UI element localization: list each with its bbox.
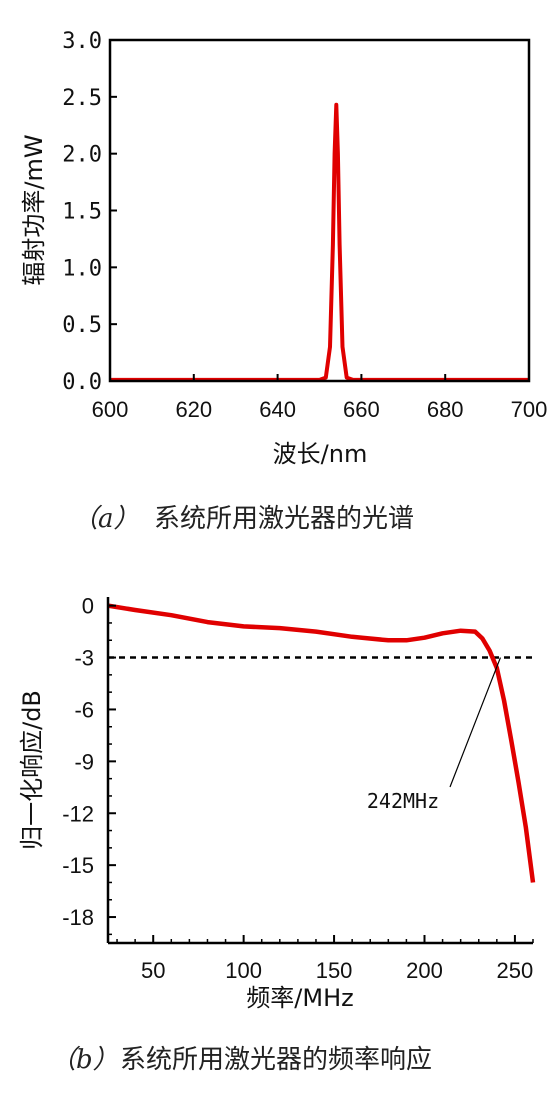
panel-b-x-axis-label: 频率/MHz xyxy=(246,984,353,1012)
panel-b-y-axis-label: 归一化响应/dB xyxy=(18,690,46,850)
panel-b-y-tick-label: -9 xyxy=(74,749,94,774)
annotation-leader-line xyxy=(449,657,502,788)
panel-b-x-tick-label: 50 xyxy=(141,958,165,983)
panel-a-x-axis-label: 波长/nm xyxy=(273,440,368,468)
panel-a-y-tick-label: 1.5 xyxy=(62,200,102,225)
panel-a-x-tick-label: 660 xyxy=(343,397,380,422)
panel-a-caption-label: （a） xyxy=(72,504,140,534)
spectrum-series-line xyxy=(110,102,529,382)
panel-b-y-tick-label: -6 xyxy=(74,697,94,722)
panel-a-y-tick-label: 1.0 xyxy=(62,256,102,281)
panel-b-x-tick-label: 150 xyxy=(316,958,353,983)
panel-a-x-tick-label: 700 xyxy=(511,397,548,422)
panel-b-y-tick-label: -15 xyxy=(62,853,94,878)
cutoff-frequency-annotation: 242MHz xyxy=(367,789,439,813)
panel-a-x-tick-label: 600 xyxy=(92,397,129,422)
panel-b-caption-label: （b） xyxy=(50,1045,119,1075)
panel-b-y-tick-label: -18 xyxy=(62,905,94,930)
panel-b-y-tick-label: -3 xyxy=(74,646,94,671)
panel-a-y-tick-label: 0.0 xyxy=(62,370,102,395)
panel-a-x-tick-label: 640 xyxy=(259,397,296,422)
panel-a-x-tick-label: 680 xyxy=(427,397,464,422)
panel-a-x-tick-label: 620 xyxy=(175,397,212,422)
panel-a-caption-text: 系统所用激光器的光谱 xyxy=(154,504,414,534)
frequency-response-series-line xyxy=(107,603,536,883)
panel-b-frequency-response: 242MHz 50 100 150 200 250 0 -3 -6 -9 -12 -15 -18 频… xyxy=(18,594,536,1075)
panel-a-y-tick-label: 3.0 xyxy=(62,29,102,54)
panel-b-caption-text: 系统所用激光器的频率响应 xyxy=(120,1045,432,1075)
panel-b-x-tick-label: 200 xyxy=(406,958,443,983)
panel-a-plot-frame xyxy=(108,38,531,383)
panel-b-y-tick-label: 0 xyxy=(82,594,94,619)
panel-b-x-tick-label: 250 xyxy=(497,958,534,983)
panel-a-y-tick-label: 2.0 xyxy=(62,143,102,168)
panel-b-y-tick-label: -12 xyxy=(62,801,94,826)
panel-b-x-tick-label: 100 xyxy=(225,958,262,983)
panel-a-y-axis-label: 辐射功率/mW xyxy=(20,134,48,285)
panel-a-y-tick-label: 0.5 xyxy=(62,313,102,338)
panel-a-y-tick-label: 2.5 xyxy=(62,86,102,111)
panel-a-spectrum: 600 620 640 660 680 700 0.0 0.5 1.0 1.5 2.0 2.5 3.0… xyxy=(20,29,547,534)
